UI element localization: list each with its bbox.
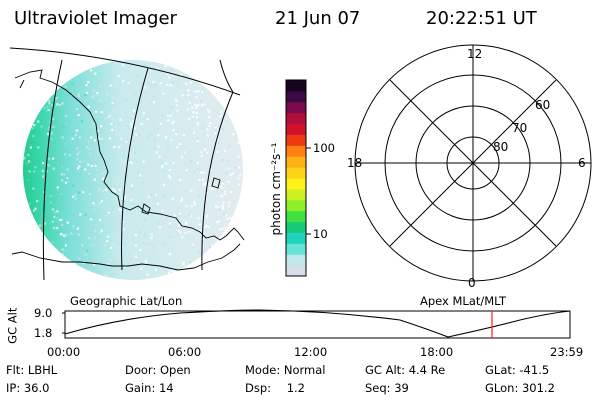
altitude-xtick-4: 23:59 — [550, 345, 584, 359]
info-gcalt: GC Alt: 4.4 Re — [365, 363, 446, 377]
geographic-label: Geographic Lat/Lon — [70, 294, 183, 308]
altitude-xtick-2: 12:00 — [294, 345, 328, 359]
apex-label: Apex MLat/MLT — [420, 294, 507, 308]
mlt-label-bottom: 0 — [468, 276, 476, 290]
geographic-image — [9, 47, 245, 281]
altitude-xtick-3: 18:00 — [420, 345, 454, 359]
instrument-title: Ultraviolet Imager — [14, 8, 177, 29]
mlt-label-left: 18 — [347, 156, 363, 170]
info-seq: Seq: 39 — [365, 381, 409, 395]
info-mode: Mode: Normal — [245, 363, 326, 377]
colorbar — [285, 79, 311, 277]
info-glon: GLon: 301.2 — [485, 381, 555, 395]
colorbar-unit-label: photon cm⁻²s⁻¹ — [269, 142, 283, 236]
mlt-label-top: 12 — [467, 47, 483, 61]
info-ip: IP: 36.0 — [6, 381, 50, 395]
mlat-label-60: 60 — [535, 98, 551, 112]
coastline — [11, 69, 245, 271]
altitude-ylabel: GC Alt — [5, 307, 20, 344]
info-glat: GLat: -41.5 — [485, 363, 550, 377]
colorbar-tick-10: 10 — [313, 227, 328, 241]
altitude-xtick-1: 06:00 — [168, 345, 202, 359]
colorbar-tick-100: 100 — [313, 141, 335, 155]
mlt-label-right: 6 — [578, 156, 586, 170]
info-flt: Flt: LBHL — [6, 363, 58, 377]
info-dsp: Dsp: 1.2 — [245, 381, 305, 395]
altitude-plot — [62, 309, 571, 339]
mlat-label-70: 70 — [512, 121, 528, 135]
date-label: 21 Jun 07 — [275, 8, 361, 29]
mlat-label-80: 80 — [493, 140, 509, 154]
info-door: Door: Open — [125, 363, 191, 377]
altitude-ytick-max: 9.0 — [34, 306, 53, 320]
altitude-xtick-0: 00:00 — [47, 345, 81, 359]
info-gain: Gain: 14 — [125, 381, 174, 395]
altitude-ytick-min: 1.8 — [34, 326, 53, 340]
polar-grid — [354, 44, 592, 282]
time-label: 20:22:51 UT — [426, 8, 537, 29]
